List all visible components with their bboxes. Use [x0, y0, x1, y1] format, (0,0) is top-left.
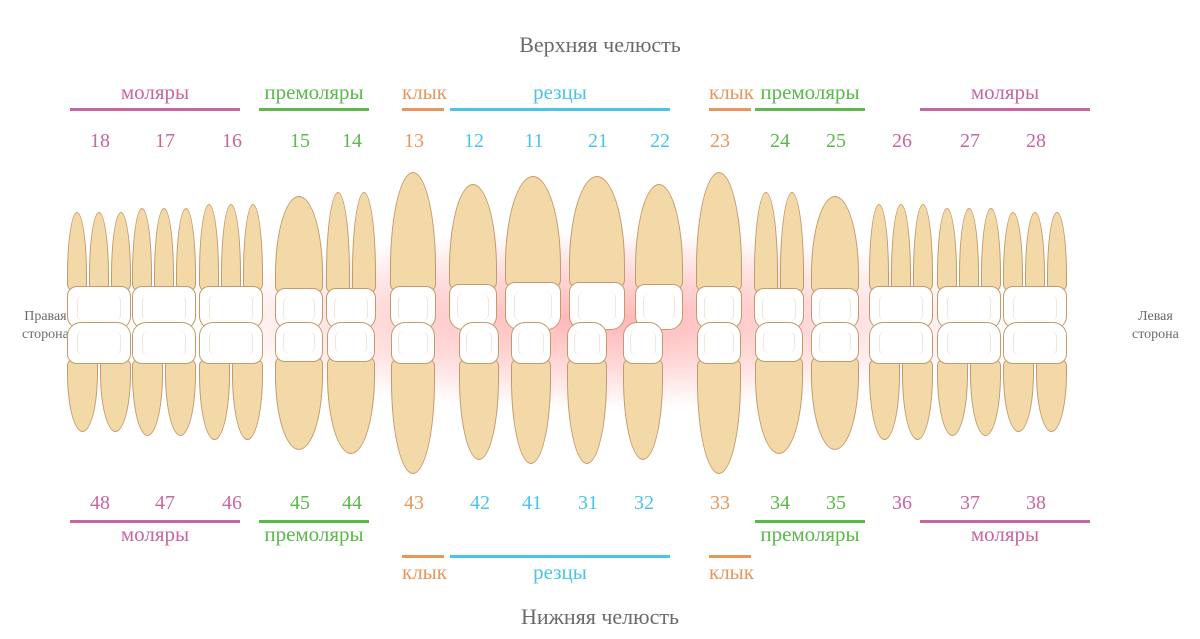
- tooth: [327, 322, 375, 454]
- group-label: резцы: [450, 560, 670, 585]
- group-label: премоляры: [259, 80, 369, 105]
- tooth: [811, 196, 859, 330]
- group-underline: [450, 108, 670, 111]
- tooth: [391, 322, 435, 474]
- tooth-number: 37: [950, 492, 990, 515]
- tooth: [937, 322, 1001, 436]
- group-label: клык: [709, 560, 751, 585]
- tooth: [635, 184, 683, 330]
- group-underline: [259, 108, 369, 111]
- tooth: [696, 172, 742, 330]
- tooth: [1003, 212, 1067, 330]
- tooth: [697, 322, 741, 474]
- tooth-number: 17: [145, 130, 185, 153]
- tooth: [275, 322, 323, 450]
- tooth: [623, 322, 663, 460]
- group-label: клык: [709, 80, 751, 105]
- tooth-number: 18: [80, 130, 120, 153]
- group-underline: [709, 108, 751, 111]
- tooth: [511, 322, 551, 464]
- tooth-number: 28: [1016, 130, 1056, 153]
- tooth-number: 36: [882, 492, 922, 515]
- tooth-number: 24: [760, 130, 800, 153]
- tooth-number: 48: [80, 492, 120, 515]
- tooth: [132, 208, 196, 330]
- tooth-number: 45: [280, 492, 320, 515]
- group-underline: [450, 555, 670, 558]
- lower-jaw-title: Нижняя челюсть: [0, 604, 1200, 630]
- group-underline: [755, 520, 865, 523]
- group-label: моляры: [920, 522, 1090, 547]
- upper-teeth-row: [0, 162, 1200, 330]
- tooth: [67, 322, 131, 432]
- tooth: [569, 176, 625, 330]
- tooth-number: 47: [145, 492, 185, 515]
- tooth-number: 22: [640, 130, 680, 153]
- tooth: [1003, 322, 1067, 432]
- group-underline: [920, 520, 1090, 523]
- tooth-number: 35: [816, 492, 856, 515]
- group-label: клык: [402, 80, 444, 105]
- tooth: [567, 322, 607, 464]
- tooth: [132, 322, 196, 436]
- tooth: [326, 192, 376, 330]
- tooth-number: 12: [454, 130, 494, 153]
- tooth: [869, 204, 933, 330]
- tooth-number: 41: [512, 492, 552, 515]
- group-underline: [259, 520, 369, 523]
- tooth: [754, 192, 804, 330]
- group-underline: [70, 108, 240, 111]
- tooth: [459, 322, 499, 460]
- group-underline: [920, 108, 1090, 111]
- tooth-number: 13: [394, 130, 434, 153]
- tooth-number: 44: [332, 492, 372, 515]
- tooth: [449, 184, 497, 330]
- tooth-number: 15: [280, 130, 320, 153]
- tooth: [937, 208, 1001, 330]
- tooth: [275, 196, 323, 330]
- tooth: [505, 176, 561, 330]
- tooth: [67, 212, 131, 330]
- tooth-number: 33: [700, 492, 740, 515]
- tooth-number: 26: [882, 130, 922, 153]
- tooth: [869, 322, 933, 440]
- upper-jaw-title: Верхняя челюсть: [0, 32, 1200, 58]
- tooth: [199, 322, 263, 440]
- group-underline: [709, 555, 751, 558]
- group-label: клык: [402, 560, 444, 585]
- tooth-number: 31: [568, 492, 608, 515]
- group-label: резцы: [450, 80, 670, 105]
- tooth-number: 42: [460, 492, 500, 515]
- tooth-number: 27: [950, 130, 990, 153]
- tooth-number: 23: [700, 130, 740, 153]
- tooth-number: 21: [578, 130, 618, 153]
- group-label: премоляры: [755, 80, 865, 105]
- group-underline: [755, 108, 865, 111]
- tooth-number: 16: [212, 130, 252, 153]
- tooth-number: 14: [332, 130, 372, 153]
- group-label: моляры: [70, 80, 240, 105]
- group-label: премоляры: [259, 522, 369, 547]
- tooth-number: 43: [394, 492, 434, 515]
- tooth-number: 11: [514, 130, 554, 153]
- tooth: [811, 322, 859, 450]
- group-underline: [402, 108, 444, 111]
- tooth-number: 46: [212, 492, 252, 515]
- group-underline: [402, 555, 444, 558]
- tooth-number: 32: [624, 492, 664, 515]
- group-label: моляры: [70, 522, 240, 547]
- lower-teeth-row: [0, 322, 1200, 486]
- tooth: [390, 172, 436, 330]
- group-label: премоляры: [755, 522, 865, 547]
- tooth: [199, 204, 263, 330]
- tooth-number: 25: [816, 130, 856, 153]
- tooth: [755, 322, 803, 454]
- tooth-number: 34: [760, 492, 800, 515]
- tooth-number: 38: [1016, 492, 1056, 515]
- group-underline: [70, 520, 240, 523]
- group-label: моляры: [920, 80, 1090, 105]
